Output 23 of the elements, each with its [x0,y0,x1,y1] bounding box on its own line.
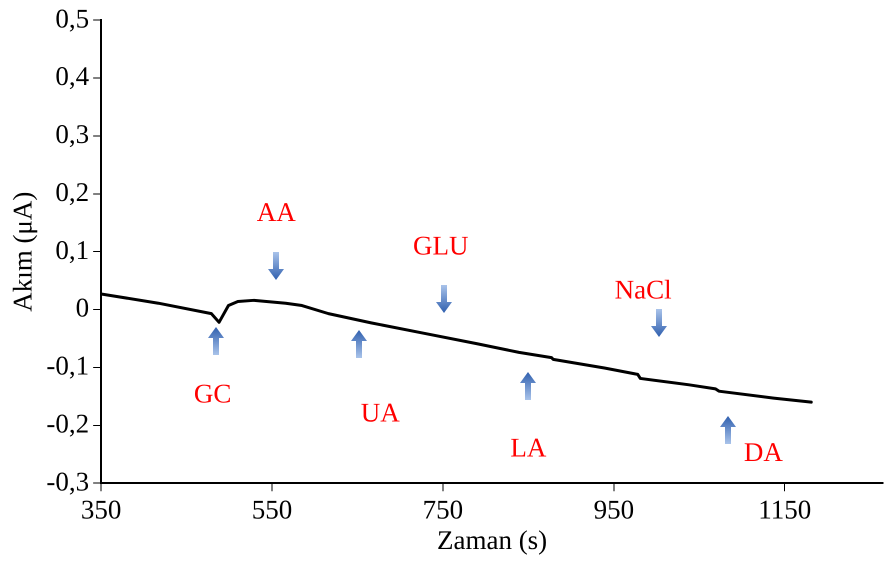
annotation: AA [256,197,296,228]
x-tick-label: 550 [252,494,292,524]
annotation: NaCl [614,274,672,304]
y-tick-label: 0,1 [55,234,90,265]
y-tick-label: -0,3 [46,466,90,496]
y-tick-label: 0,4 [55,61,90,92]
annotation: GC [194,378,232,408]
y-tick-label: 0,3 [55,119,90,150]
x-tick-label: 1150 [758,494,812,524]
y-tick-label: 0,2 [55,176,90,207]
x-tick-label: 750 [422,494,464,524]
y-tick-label: 0,5 [55,3,90,34]
annotation: LA [510,432,547,463]
annotation: DA [744,437,784,468]
x-tick-label: 350 [80,494,122,524]
x-tick-label: 950 [594,494,634,524]
x-axis-title: Zaman (s) [436,524,548,555]
y-tick-label: 0 [76,292,90,323]
y-tick-label: -0,2 [46,408,90,438]
y-axis-title: Akım (μA) [7,192,38,312]
annotation: UA [360,398,400,428]
y-tick-label: -0,1 [46,350,90,381]
annotation: GLU [413,230,469,260]
